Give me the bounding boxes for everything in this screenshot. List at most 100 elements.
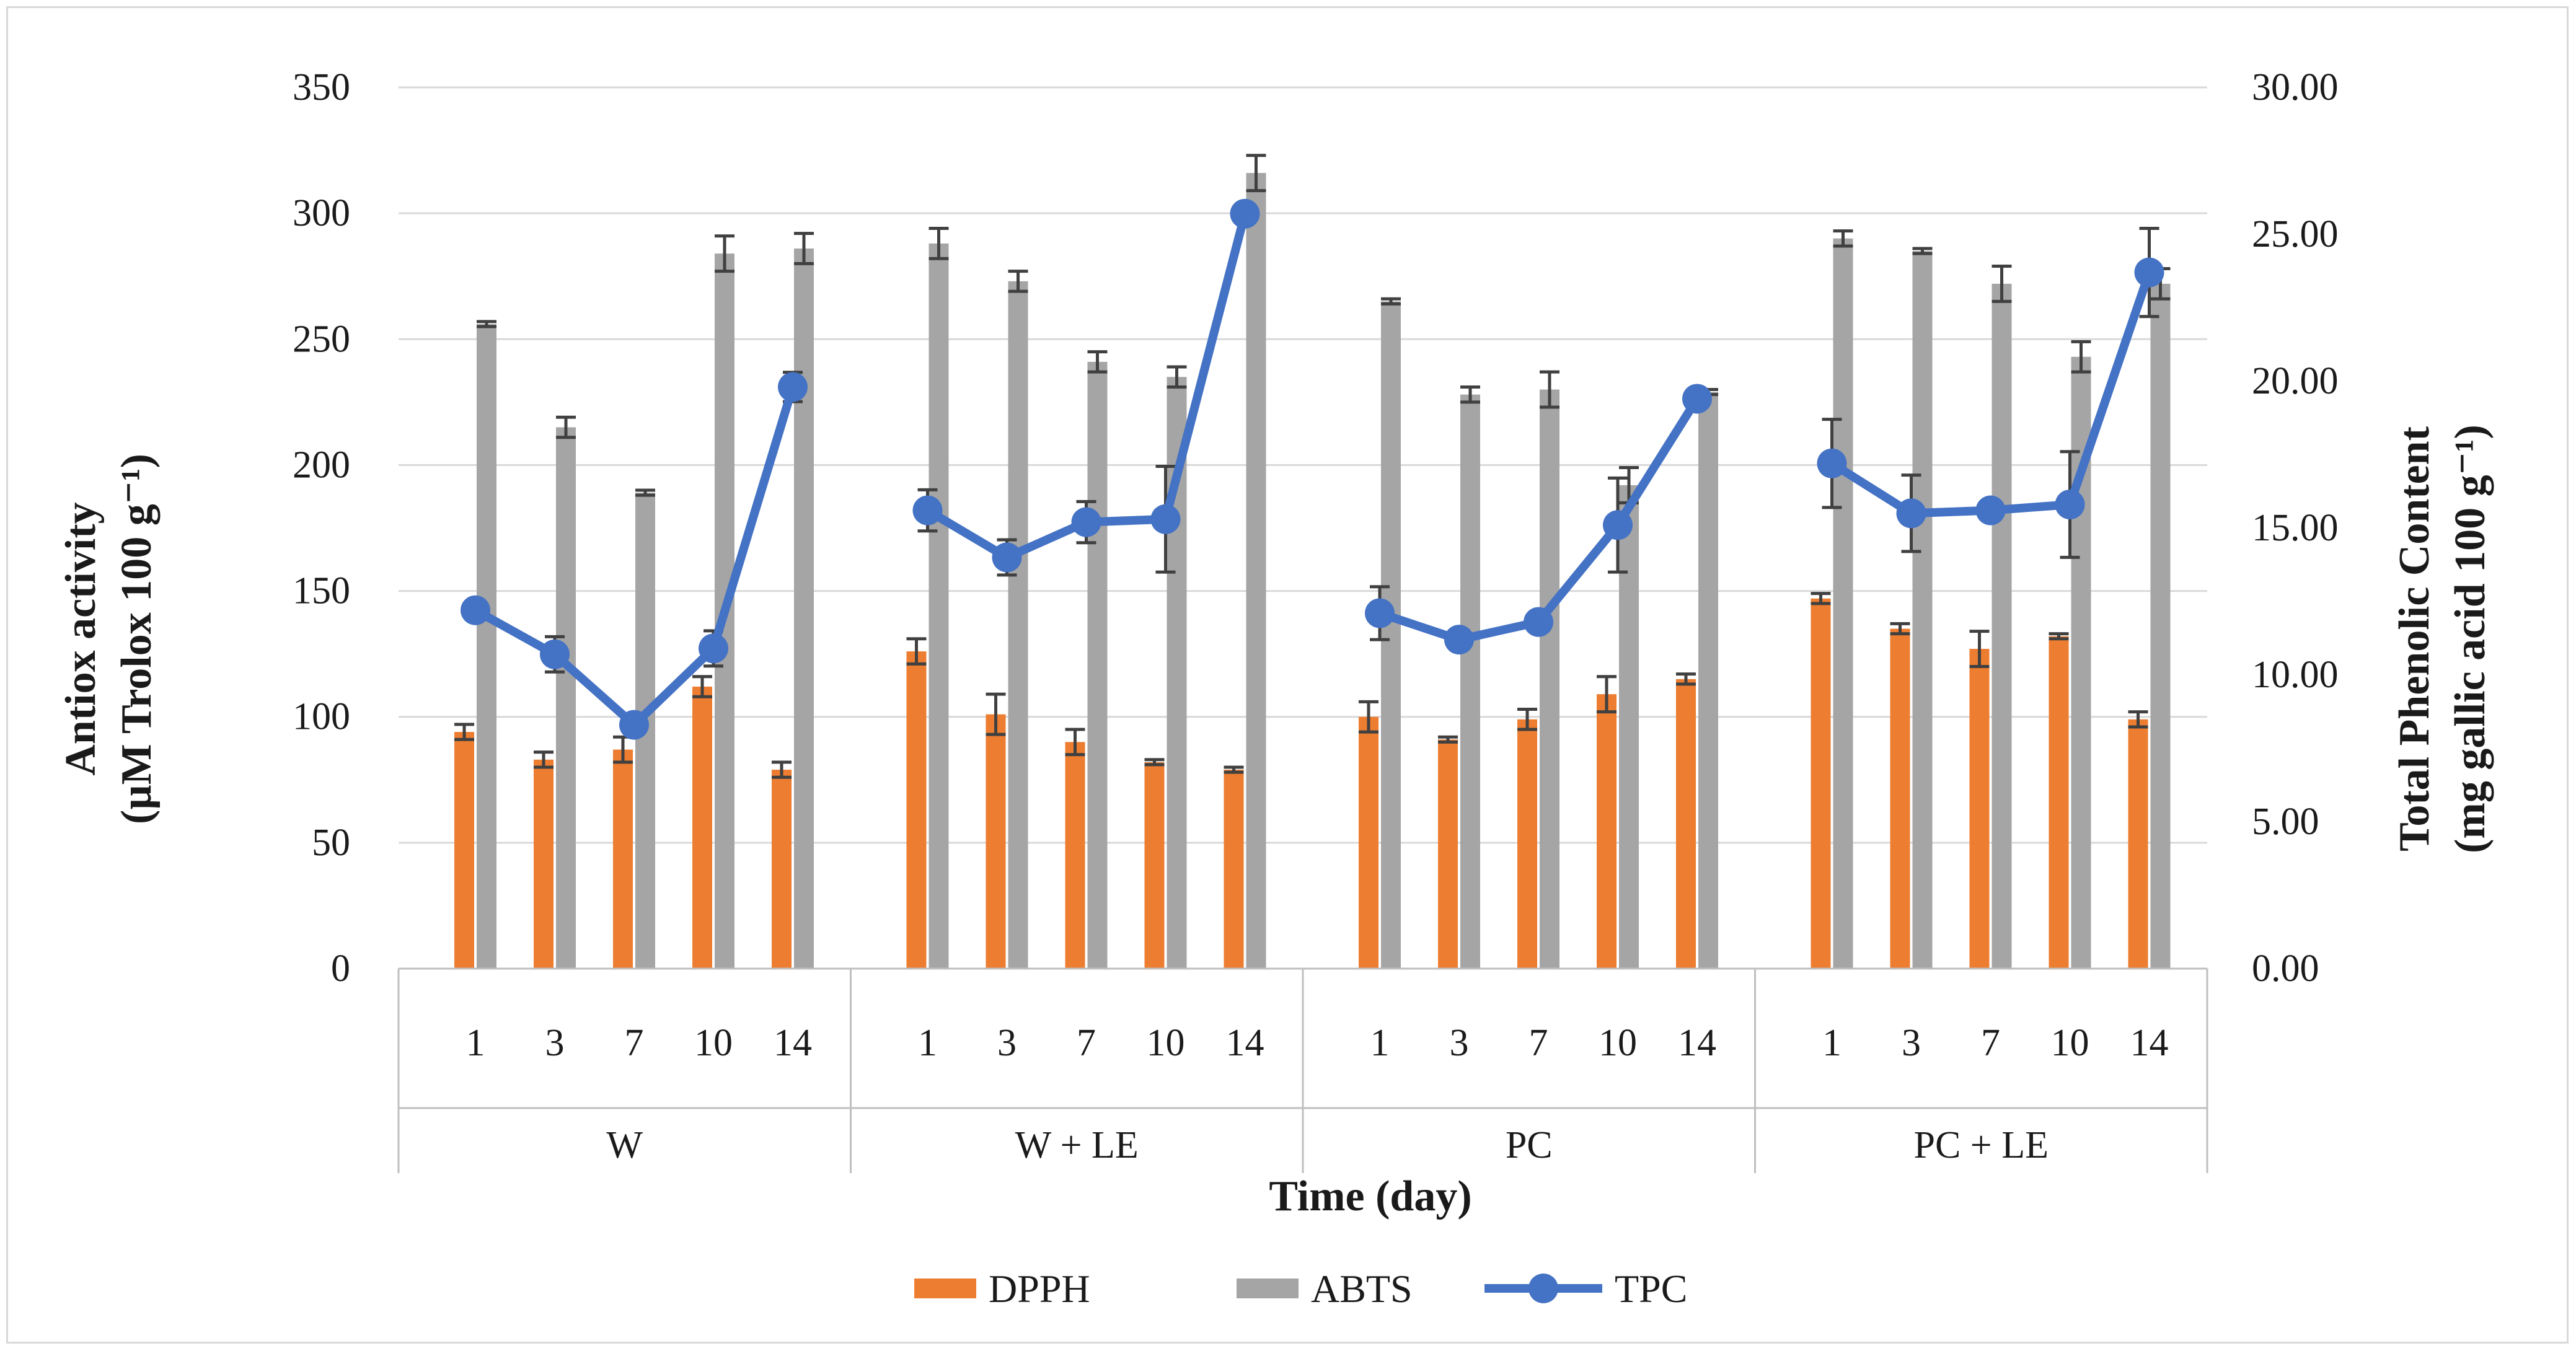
tpc-point bbox=[1896, 498, 1926, 529]
y-axis-title-line1: Antiox activity bbox=[57, 502, 105, 775]
x-tick-label-day: 1 bbox=[1370, 1022, 1390, 1064]
tpc-point bbox=[2055, 490, 2085, 520]
bar-dpph bbox=[772, 770, 792, 969]
chart-frame: 0 50 100 150 200 250 300 350 0.00 5.00 10.00 15.00 2… bbox=[6, 6, 2569, 1344]
y2-axis-title-line1: Total Phenolic Content bbox=[2391, 426, 2438, 852]
y-tick-label: 350 bbox=[293, 66, 350, 108]
bar-abts bbox=[1460, 394, 1480, 969]
bar-abts bbox=[1619, 485, 1639, 969]
x-tick-label-day: 10 bbox=[1599, 1022, 1637, 1064]
x-tick-label-day: 14 bbox=[1226, 1022, 1264, 1064]
bar-abts bbox=[1698, 392, 1718, 969]
x-tick-label-day: 10 bbox=[694, 1022, 733, 1064]
tpc-point bbox=[912, 495, 943, 526]
x-tick-label-day: 3 bbox=[1450, 1022, 1469, 1064]
bar-abts bbox=[1246, 173, 1266, 969]
bar-abts bbox=[1381, 301, 1401, 969]
x-tick-label-day: 7 bbox=[625, 1022, 644, 1064]
bar-dpph bbox=[534, 759, 554, 969]
bar-dpph bbox=[906, 651, 927, 969]
bar-dpph bbox=[1144, 762, 1165, 969]
tpc-point bbox=[1524, 607, 1553, 637]
bar-abts bbox=[2150, 283, 2171, 969]
axis-labels: 0 50 100 150 200 250 300 350 0.00 5.00 10.00 15.00 2… bbox=[293, 66, 2339, 1166]
tpc-point bbox=[619, 710, 649, 740]
x-group-label: PC + LE bbox=[1913, 1124, 2049, 1166]
x-tick-label-day: 14 bbox=[774, 1022, 812, 1064]
tpc-point bbox=[1071, 507, 1101, 537]
y-tick-label: 100 bbox=[293, 696, 350, 738]
bar-dpph bbox=[1811, 598, 1831, 969]
x-tick-label-day: 3 bbox=[545, 1022, 565, 1064]
x-tick-label-day: 1 bbox=[1822, 1022, 1842, 1064]
bar-dpph bbox=[1890, 628, 1910, 969]
tpc-point bbox=[540, 639, 570, 669]
bar-dpph bbox=[1969, 649, 1990, 969]
y2-tick-label: 15.00 bbox=[2252, 507, 2339, 549]
y-tick-label: 300 bbox=[293, 192, 350, 234]
bar-dpph bbox=[1438, 739, 1458, 969]
bar-abts bbox=[477, 323, 496, 969]
bar-dpph bbox=[1597, 694, 1617, 969]
bar-abts bbox=[556, 427, 576, 969]
bar-abts bbox=[929, 243, 949, 969]
gridlines bbox=[399, 86, 2207, 844]
tpc-point bbox=[2134, 257, 2164, 288]
bar-dpph bbox=[986, 714, 1006, 969]
bar-abts bbox=[794, 249, 814, 969]
y-tick-label: 150 bbox=[293, 570, 350, 612]
y2-tick-label: 30.00 bbox=[2252, 66, 2339, 108]
axes bbox=[397, 967, 2208, 1173]
x-tick-label-day: 7 bbox=[1529, 1022, 1548, 1064]
x-tick-label-day: 3 bbox=[1902, 1022, 1921, 1064]
tpc-point bbox=[461, 595, 490, 625]
legend-swatch-abts bbox=[1237, 1278, 1299, 1298]
tpc-point bbox=[1682, 384, 1712, 414]
bar-dpph bbox=[692, 686, 712, 969]
tpc-point bbox=[1444, 625, 1474, 655]
tpc-point bbox=[1365, 598, 1395, 628]
legend-label-dpph: DPPH bbox=[989, 1267, 1090, 1311]
y2-tick-label: 0.00 bbox=[2252, 948, 2319, 990]
tpc-line-segment bbox=[1829, 271, 2154, 518]
x-group-label: W bbox=[606, 1124, 643, 1166]
y-tick-label: 0 bbox=[331, 948, 350, 990]
y2-tick-label: 25.00 bbox=[2252, 213, 2339, 255]
y2-axis-title-line2: (mg gallic acid 100 g⁻¹) bbox=[2446, 425, 2494, 853]
legend: DPPH ABTS TPC bbox=[914, 1267, 1687, 1311]
bar-dpph bbox=[1359, 716, 1378, 969]
bar-abts bbox=[1992, 283, 2012, 969]
x-group-label: PC bbox=[1506, 1124, 1553, 1166]
tpc-point bbox=[1975, 495, 2006, 526]
y2-tick-label: 20.00 bbox=[2252, 360, 2339, 402]
tpc-line-segment bbox=[473, 385, 797, 729]
bar-dpph bbox=[1065, 742, 1085, 969]
bar-dpph bbox=[1676, 679, 1696, 969]
tpc-line-segment bbox=[1378, 396, 1701, 645]
bar-abts bbox=[1912, 251, 1933, 969]
tpc-point bbox=[1603, 510, 1633, 540]
bar-dpph bbox=[1517, 719, 1537, 969]
y2-tick-label: 5.00 bbox=[2252, 801, 2319, 843]
y-tick-label: 250 bbox=[293, 318, 350, 360]
y-tick-label: 200 bbox=[293, 444, 350, 486]
bar-dpph bbox=[1224, 770, 1244, 969]
bar-abts bbox=[1087, 361, 1108, 969]
tpc-point bbox=[1230, 198, 1260, 229]
tpc-point bbox=[699, 633, 728, 664]
x-tick-label-day: 3 bbox=[997, 1022, 1017, 1064]
chart-canvas: 0 50 100 150 200 250 300 350 0.00 5.00 10.00 15.00 2… bbox=[57, 66, 2494, 1311]
bar-abts bbox=[1008, 281, 1028, 969]
tpc-point bbox=[1817, 448, 1847, 478]
legend-label-abts: ABTS bbox=[1311, 1267, 1413, 1311]
bar-abts bbox=[1833, 238, 1853, 969]
x-axis-title: Time (day) bbox=[1269, 1173, 1471, 1220]
x-tick-label-day: 7 bbox=[1077, 1022, 1096, 1064]
legend-marker-tpc bbox=[1528, 1274, 1558, 1303]
y-axis-title-line2: (µM Trolox 100 g⁻¹) bbox=[113, 454, 161, 824]
legend-swatch-dpph bbox=[914, 1278, 976, 1298]
x-tick-label-day: 1 bbox=[466, 1022, 485, 1064]
y2-tick-label: 10.00 bbox=[2252, 654, 2339, 696]
x-tick-label-day: 7 bbox=[1981, 1022, 2000, 1064]
x-tick-label-day: 1 bbox=[918, 1022, 937, 1064]
